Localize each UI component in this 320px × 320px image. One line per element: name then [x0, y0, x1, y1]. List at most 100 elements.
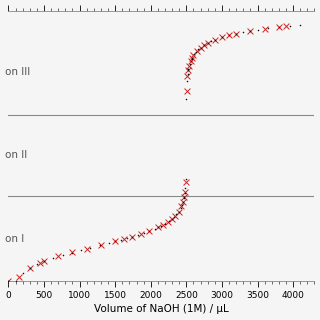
- Point: [174, 212, 179, 217]
- Point: [227, 33, 232, 38]
- Point: [188, 59, 193, 64]
- Point: [209, 39, 214, 44]
- Text: on I: on I: [5, 234, 25, 244]
- Point: [70, 250, 75, 255]
- Point: [60, 252, 65, 258]
- Point: [182, 189, 188, 195]
- Point: [147, 228, 152, 234]
- Point: [227, 33, 232, 38]
- Point: [183, 186, 188, 191]
- Point: [191, 53, 196, 58]
- Point: [88, 245, 93, 250]
- Point: [182, 194, 187, 199]
- Point: [186, 66, 191, 71]
- Point: [155, 225, 160, 230]
- Point: [284, 24, 289, 29]
- Point: [147, 228, 152, 234]
- Point: [234, 31, 239, 36]
- Point: [196, 47, 201, 52]
- Point: [159, 223, 164, 228]
- Point: [198, 45, 203, 50]
- X-axis label: Volume of NaOH (1M) / μL: Volume of NaOH (1M) / μL: [94, 304, 229, 315]
- Point: [78, 247, 84, 252]
- Point: [205, 41, 210, 46]
- Point: [202, 43, 207, 48]
- Point: [189, 55, 195, 60]
- Text: on II: on II: [5, 150, 28, 160]
- Point: [113, 239, 118, 244]
- Point: [69, 250, 74, 255]
- Point: [188, 59, 193, 64]
- Point: [212, 37, 217, 43]
- Point: [98, 243, 103, 248]
- Point: [6, 278, 11, 284]
- Point: [266, 26, 271, 31]
- Point: [170, 216, 175, 221]
- Point: [165, 219, 171, 224]
- Point: [172, 214, 177, 219]
- Point: [141, 230, 146, 236]
- Point: [183, 176, 188, 181]
- Point: [185, 73, 190, 78]
- Point: [121, 236, 126, 242]
- Point: [205, 41, 210, 46]
- Point: [56, 254, 61, 259]
- Point: [160, 222, 165, 228]
- Point: [179, 204, 184, 209]
- Point: [42, 259, 47, 264]
- Point: [178, 205, 183, 211]
- Point: [298, 22, 303, 27]
- Point: [189, 56, 194, 61]
- Point: [34, 262, 39, 267]
- Point: [184, 89, 189, 94]
- Point: [163, 221, 168, 226]
- Point: [179, 203, 184, 208]
- Point: [192, 52, 197, 57]
- Point: [187, 63, 192, 68]
- Point: [130, 234, 135, 239]
- Point: [185, 72, 190, 77]
- Point: [176, 209, 181, 214]
- Point: [180, 200, 185, 205]
- Point: [186, 68, 191, 73]
- Point: [220, 35, 225, 40]
- Point: [248, 28, 253, 34]
- Point: [155, 225, 160, 230]
- Point: [176, 209, 181, 214]
- Point: [181, 196, 187, 201]
- Point: [187, 62, 192, 67]
- Point: [13, 278, 18, 284]
- Point: [262, 26, 267, 31]
- Point: [135, 232, 140, 237]
- Point: [27, 266, 32, 271]
- Point: [173, 213, 178, 218]
- Point: [212, 37, 217, 43]
- Point: [124, 236, 129, 241]
- Point: [195, 48, 200, 53]
- Point: [17, 274, 22, 279]
- Point: [255, 27, 260, 32]
- Point: [130, 234, 135, 239]
- Point: [27, 266, 32, 271]
- Point: [182, 191, 187, 196]
- Point: [189, 55, 195, 60]
- Point: [248, 28, 253, 34]
- Point: [183, 179, 188, 184]
- Point: [198, 45, 203, 50]
- Point: [84, 246, 89, 251]
- Point: [166, 219, 171, 224]
- Point: [184, 96, 189, 101]
- Point: [241, 30, 246, 35]
- Point: [220, 35, 225, 40]
- Point: [170, 216, 175, 221]
- Point: [185, 78, 190, 84]
- Point: [276, 24, 281, 29]
- Point: [51, 255, 56, 260]
- Point: [118, 237, 124, 243]
- Point: [106, 241, 111, 246]
- Point: [276, 24, 281, 29]
- Point: [113, 239, 118, 244]
- Point: [182, 194, 187, 199]
- Point: [287, 23, 292, 28]
- Point: [97, 243, 102, 248]
